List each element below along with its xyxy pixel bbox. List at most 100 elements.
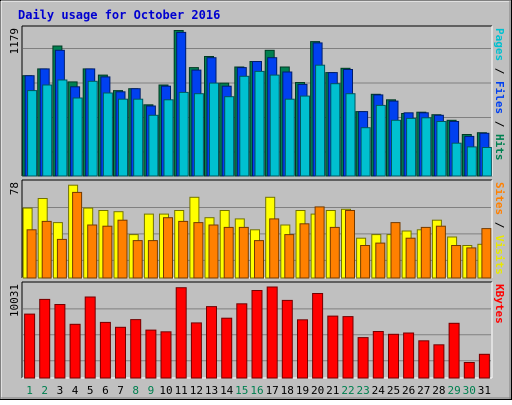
bar-sites [208,224,219,279]
bar-sites [405,237,416,279]
bar-sites [269,218,280,279]
x-tick-label: 18 [281,384,294,397]
bar-kbytes [418,340,430,379]
bar-kbytes [39,298,51,379]
bar-sites [435,225,446,279]
x-tick-label: 14 [220,384,234,397]
bar-kbytes [266,286,278,379]
panel-series-legend: Sites / Visits [493,182,506,275]
bar-pages [209,82,219,177]
bar-kbytes [69,323,81,379]
bar-pages [163,99,174,177]
x-tick-label: 19 [296,384,309,397]
x-tick-label: 12 [190,384,203,397]
bar-sites [163,217,173,279]
panel-kbytes: 10031 KBytes [8,281,506,379]
legend-label: Files [493,81,506,114]
bar-pages [254,70,265,177]
panel-series-legend: Pages / Files / Hits [493,28,506,161]
bar-pages [391,119,401,177]
x-tick-label: 21 [326,384,339,397]
bar-kbytes [236,303,248,379]
bar-sites [481,228,492,279]
x-tick-label: 24 [372,384,386,397]
x-tick-label: 4 [72,384,79,397]
x-tick-label: 10 [159,384,172,397]
bar-sites [102,225,113,279]
bar-kbytes [251,290,263,379]
legend-label: Visits [493,235,506,275]
bar-pages [466,146,477,177]
bar-kbytes [281,299,293,379]
panel-pages-files-hits: 1179 Pages / Files / Hits [8,25,506,177]
bar-kbytes [342,316,354,379]
bar-sites [451,245,462,279]
legend-label: KBytes [493,284,506,324]
series-sites [26,191,492,279]
bar-sites [41,220,52,279]
chart-title: Daily usage for October 2016 [18,8,220,22]
legend-label: / [493,61,506,81]
bar-sites [284,234,295,279]
x-tick-label: 15 [235,384,248,397]
panel-max-label: 1179 [8,28,21,55]
bar-pages [345,93,356,177]
series-pages [27,64,492,177]
bar-kbytes [433,344,445,379]
bar-kbytes [372,331,384,379]
x-tick-label: 8 [132,384,139,397]
bar-kbytes [160,331,172,379]
x-tick-label: 2 [41,384,48,397]
bar-sites [314,206,325,279]
bar-sites [238,226,249,279]
bar-sites [223,226,234,279]
bar-sites [132,240,143,279]
x-tick-label: 16 [250,384,263,397]
bar-sites [360,245,371,279]
bar-sites [420,226,431,279]
x-tick-label: 11 [175,384,188,397]
legend-label: / [493,114,506,134]
bar-kbytes [99,321,111,379]
bar-pages [224,96,235,177]
bar-pages [42,84,53,177]
bar-pages [315,64,326,177]
bar-kbytes [24,313,36,379]
series-kbytes [24,286,490,379]
x-tick-label: 28 [432,384,445,397]
x-tick-label: 13 [205,384,218,397]
chart-panels: 1179 Pages / Files / Hits 78 Sites / Visits… [8,25,506,379]
bar-kbytes [357,337,369,379]
bar-pages [451,142,462,177]
bar-pages [148,114,159,177]
bar-sites [117,219,128,279]
legend-label: Hits [493,134,506,161]
bar-sites [329,226,340,279]
bar-pages [239,75,250,177]
bar-sites [345,210,355,279]
bar-kbytes [54,304,66,379]
x-tick-label: 26 [402,384,415,397]
x-tick-label: 7 [117,384,124,397]
bar-pages [72,97,83,177]
x-tick-label: 9 [148,384,155,397]
bar-pages [436,121,447,177]
panel-visits-sites: 78 Sites / Visits [8,179,506,279]
bar-sites [26,229,37,279]
bar-kbytes [312,293,324,379]
bar-sites [87,224,98,279]
bar-kbytes [478,353,490,379]
panel-max-label: 10031 [8,284,21,317]
x-tick-label: 30 [463,384,476,397]
bar-pages [360,127,371,177]
bar-kbytes [221,317,233,379]
legend-label: Pages [493,28,506,61]
legend-label: / [493,215,506,235]
bar-pages [269,74,280,177]
bar-kbytes [388,333,399,379]
bar-pages [284,98,295,177]
x-tick-label: 29 [447,384,460,397]
bar-pages [87,80,98,177]
x-tick-label: 3 [57,384,64,397]
